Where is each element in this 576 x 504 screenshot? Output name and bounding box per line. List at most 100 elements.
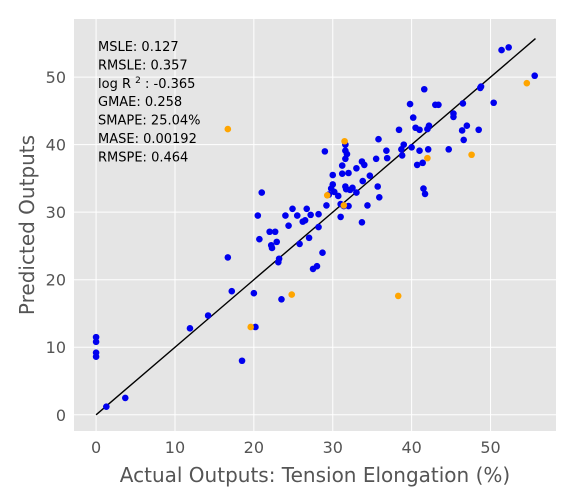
y-tick-label: 20 xyxy=(46,271,66,290)
data-point xyxy=(268,244,276,252)
data-point xyxy=(413,161,421,169)
data-point xyxy=(395,126,403,134)
y-tick-label: 40 xyxy=(46,136,66,155)
data-point xyxy=(186,325,194,332)
y-tick-label: 50 xyxy=(46,68,66,87)
data-point xyxy=(271,228,279,236)
data-point xyxy=(383,147,390,155)
metric-line: SMAPE: 25.04% xyxy=(98,114,201,129)
data-point xyxy=(256,235,263,243)
x-axis-title: Actual Outputs: Tension Elongation (%) xyxy=(120,463,510,487)
data-point xyxy=(409,114,417,121)
metric-line: RMSLE: 0.357 xyxy=(98,58,188,73)
data-point xyxy=(460,136,468,144)
x-tick-labels: 0 10 20 30 40 50 xyxy=(91,438,501,457)
highlight-data-point xyxy=(523,79,531,87)
data-point xyxy=(92,353,100,361)
data-point xyxy=(345,169,352,177)
highlight-data-point xyxy=(468,151,475,159)
y-tick-labels: 0 10 20 30 40 50 xyxy=(46,68,66,425)
y-tick-label: 10 xyxy=(46,338,66,357)
highlight-data-point xyxy=(247,323,255,331)
x-tick-label: 10 xyxy=(165,438,185,457)
data-point xyxy=(293,212,301,219)
data-point xyxy=(250,289,258,297)
data-point xyxy=(408,144,415,151)
data-point xyxy=(278,295,285,303)
x-tick-label: 0 xyxy=(91,438,101,457)
data-point xyxy=(254,212,262,219)
data-point xyxy=(282,212,289,219)
x-tick-label: 20 xyxy=(244,438,264,457)
plot-background xyxy=(74,19,556,431)
data-point xyxy=(273,238,281,246)
x-tick-label: 40 xyxy=(401,438,421,457)
data-point xyxy=(303,205,311,213)
data-point xyxy=(420,185,427,192)
data-point xyxy=(275,255,283,263)
highlight-data-point xyxy=(323,191,331,199)
data-point xyxy=(372,155,380,163)
data-point xyxy=(421,190,429,198)
data-point xyxy=(416,126,423,134)
data-point xyxy=(337,213,344,221)
x-tick-label: 50 xyxy=(480,438,500,457)
data-point xyxy=(204,312,212,319)
data-point xyxy=(398,152,406,159)
data-point xyxy=(353,189,360,196)
data-point xyxy=(458,127,466,134)
metric-line: MSLE: 0.127 xyxy=(98,40,179,55)
data-point xyxy=(307,211,314,219)
grid-lines xyxy=(74,19,556,431)
highlight-data-point xyxy=(288,291,296,298)
data-point xyxy=(424,146,432,153)
metric-line: log R 2 : -0.365 xyxy=(98,76,195,92)
data-point xyxy=(505,44,512,51)
data-point xyxy=(313,262,321,270)
data-point xyxy=(375,194,383,201)
data-point xyxy=(383,154,391,162)
y-tick-label: 30 xyxy=(46,203,66,222)
data-point xyxy=(349,184,356,192)
highlight-data-point xyxy=(224,125,232,133)
data-point xyxy=(92,333,100,341)
data-point xyxy=(92,338,100,346)
x-tick-label: 30 xyxy=(323,438,343,457)
data-point xyxy=(531,72,539,80)
data-point xyxy=(445,146,453,153)
data-point xyxy=(224,254,232,261)
data-point xyxy=(238,357,246,365)
data-point xyxy=(358,218,366,226)
data-point xyxy=(364,202,371,209)
data-point xyxy=(419,159,426,167)
data-point xyxy=(400,141,408,148)
data-point xyxy=(366,172,374,179)
data-point xyxy=(252,323,259,331)
data-point xyxy=(498,46,505,54)
y-tick-label: 0 xyxy=(56,406,66,425)
data-point xyxy=(329,181,337,188)
data-point xyxy=(121,394,129,402)
data-point xyxy=(477,83,485,90)
data-point xyxy=(475,126,482,134)
data-point xyxy=(416,147,423,155)
data-points xyxy=(92,44,539,410)
data-point xyxy=(329,171,337,179)
data-point xyxy=(406,100,414,108)
data-point xyxy=(361,161,368,169)
data-point xyxy=(338,162,346,169)
metric-line: RMSPE: 0.464 xyxy=(98,150,188,165)
data-point xyxy=(450,110,457,117)
data-point xyxy=(459,100,467,107)
data-point xyxy=(103,403,110,410)
data-point xyxy=(359,177,367,185)
data-point xyxy=(435,101,442,109)
data-point xyxy=(353,164,360,172)
metrics-annotation: MSLE: 0.127 RMSLE: 0.357 log R 2 : -0.365 G… xyxy=(98,40,201,165)
highlight-data-point xyxy=(340,202,348,209)
data-point xyxy=(420,85,428,93)
data-point xyxy=(343,150,351,158)
highlight-data-point xyxy=(424,154,431,162)
metric-line: MASE: 0.00192 xyxy=(98,132,197,147)
